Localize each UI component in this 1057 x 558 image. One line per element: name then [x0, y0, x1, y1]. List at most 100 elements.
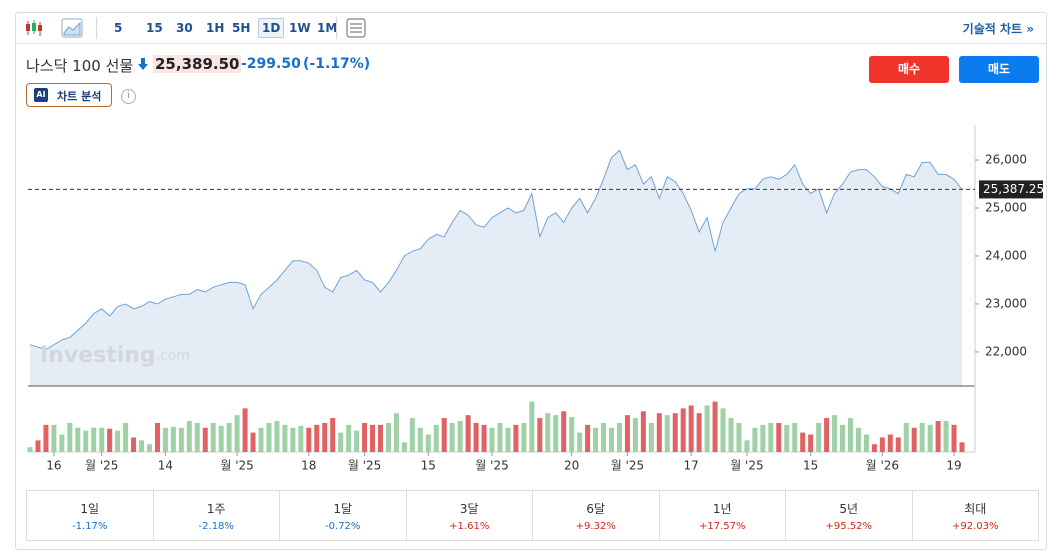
period-label[interactable]: 1일 — [80, 502, 100, 516]
down-arrow — [138, 58, 148, 70]
volume-bar — [911, 427, 917, 452]
performance-cell[interactable]: 6달 +9.32% — [532, 491, 659, 540]
performance-cell[interactable]: 1일 -1.17% — [27, 491, 153, 540]
x-tick-label: 월 '25 — [348, 459, 381, 473]
volume-bar — [441, 418, 447, 452]
performance-cell[interactable]: 3달 +1.61% — [405, 491, 533, 540]
candlestick-icon[interactable] — [24, 19, 44, 37]
chart: 22,000 23,000 24,000 25,000 26,000 16 월 '25 14 월… — [27, 125, 1044, 473]
volume-bar — [505, 427, 511, 452]
volume-bar — [871, 444, 877, 452]
volume-bar — [824, 418, 830, 452]
technical-chart-text[interactable]: 기술적 차트 — [962, 22, 1023, 36]
volume-bar — [593, 427, 599, 452]
volume-bar — [529, 401, 535, 452]
period-change[interactable]: -1.17% — [72, 521, 108, 532]
volume-bar — [855, 427, 861, 452]
x-tick-label: 월 '25 — [475, 459, 508, 473]
period-change[interactable]: +95.52% — [825, 521, 872, 532]
volume-bar — [425, 434, 431, 452]
period-label[interactable]: 1주 — [206, 502, 226, 516]
interval-button[interactable]: 1H — [206, 21, 225, 35]
period-label[interactable]: 최대 — [964, 502, 987, 516]
period-change[interactable]: +92.03% — [951, 521, 999, 532]
volume-bar — [553, 415, 559, 452]
volume-bar — [609, 427, 615, 452]
volume-bar — [99, 427, 105, 452]
sell-button[interactable]: 매도 — [959, 56, 1039, 83]
interval-button[interactable]: 5 — [114, 21, 123, 35]
period-change[interactable]: +9.32% — [575, 521, 616, 532]
more-icon[interactable]: » — [1026, 22, 1034, 36]
volume-bar — [577, 432, 583, 452]
period-change[interactable]: +17.57% — [698, 521, 746, 532]
period-label[interactable]: 1년 — [712, 502, 732, 516]
performance-cell[interactable]: 5년 +95.52% — [785, 491, 912, 540]
volume-bar — [489, 427, 495, 452]
period-change[interactable]: -0.72% — [325, 521, 361, 532]
volume-bar — [656, 413, 662, 452]
info-icon[interactable]: i — [121, 89, 136, 104]
period-change[interactable]: -2.18% — [198, 521, 234, 532]
volume-bar — [338, 432, 344, 452]
y-tick-label: 23,000 — [985, 296, 1027, 310]
volume-bar — [306, 427, 312, 452]
price-change: -299.50 — [241, 56, 301, 72]
interval-button[interactable]: 1D — [258, 18, 285, 38]
ai-badge[interactable]: AI — [34, 88, 48, 102]
volume-bar — [234, 415, 240, 452]
performance-cell[interactable]: 1년 +17.57% — [658, 491, 786, 540]
volume-bar — [792, 422, 798, 452]
buy-button[interactable]: 매수 — [869, 56, 949, 83]
period-label[interactable]: 5년 — [839, 502, 859, 516]
volume-bar — [832, 415, 838, 452]
volume-bar — [473, 422, 479, 452]
volume-bar — [585, 424, 591, 452]
volume-bar — [752, 427, 758, 452]
interval-button[interactable]: 30 — [176, 21, 193, 35]
volume-bar — [377, 424, 383, 452]
volume-bar — [712, 401, 718, 452]
period-change[interactable]: +1.61% — [449, 521, 490, 532]
ai-text[interactable]: 차트 분석 — [57, 90, 102, 103]
volume-bar — [154, 422, 160, 452]
volume-bar — [601, 422, 607, 452]
volume-bar — [107, 428, 113, 452]
performance-cell[interactable]: 1주 -2.18% — [152, 491, 280, 540]
volume-bar — [887, 434, 893, 452]
interval-button[interactable]: 1M — [317, 21, 338, 35]
volume-bar — [218, 425, 224, 452]
volume-bar — [314, 424, 320, 452]
performance-cell[interactable]: 1달 -0.72% — [279, 491, 406, 540]
volume-bar — [346, 424, 352, 452]
ai-analysis-button[interactable]: AI 차트 분석 — [26, 83, 112, 107]
volume-bar — [67, 422, 73, 452]
volume-bar — [760, 424, 766, 452]
x-tick-label: 월 '25 — [220, 459, 253, 473]
y-tick-label: 24,000 — [985, 248, 1027, 262]
period-label[interactable]: 6달 — [586, 502, 606, 516]
x-tick-label: 20 — [564, 459, 579, 473]
settings-icon[interactable] — [346, 18, 366, 38]
volume-bar — [744, 440, 750, 452]
volume-bar — [43, 424, 49, 452]
volume-bar — [704, 405, 710, 452]
volume-bar — [951, 424, 957, 452]
volume-bar — [959, 442, 965, 452]
period-label[interactable]: 3달 — [459, 502, 479, 516]
volume-bar — [561, 411, 567, 452]
interval-button[interactable]: 5H — [232, 21, 251, 35]
interval-button[interactable]: 1W — [289, 21, 311, 35]
volume-bar — [226, 422, 232, 452]
period-label[interactable]: 1달 — [333, 502, 353, 516]
performance-cell[interactable]: 최대 +92.03% — [911, 491, 1039, 540]
area-chart-icon[interactable] — [61, 18, 83, 38]
technical-chart-link[interactable]: 기술적 차트 » — [963, 20, 1034, 37]
x-tick-label: 월 '25 — [730, 459, 763, 473]
x-tick-label: 월 '25 — [611, 459, 644, 473]
volume-bar — [688, 405, 694, 452]
volume-bar — [186, 420, 192, 452]
interval-button[interactable]: 15 — [146, 21, 163, 35]
x-tick-label: 16 — [46, 459, 61, 473]
volume-bar — [481, 424, 487, 452]
